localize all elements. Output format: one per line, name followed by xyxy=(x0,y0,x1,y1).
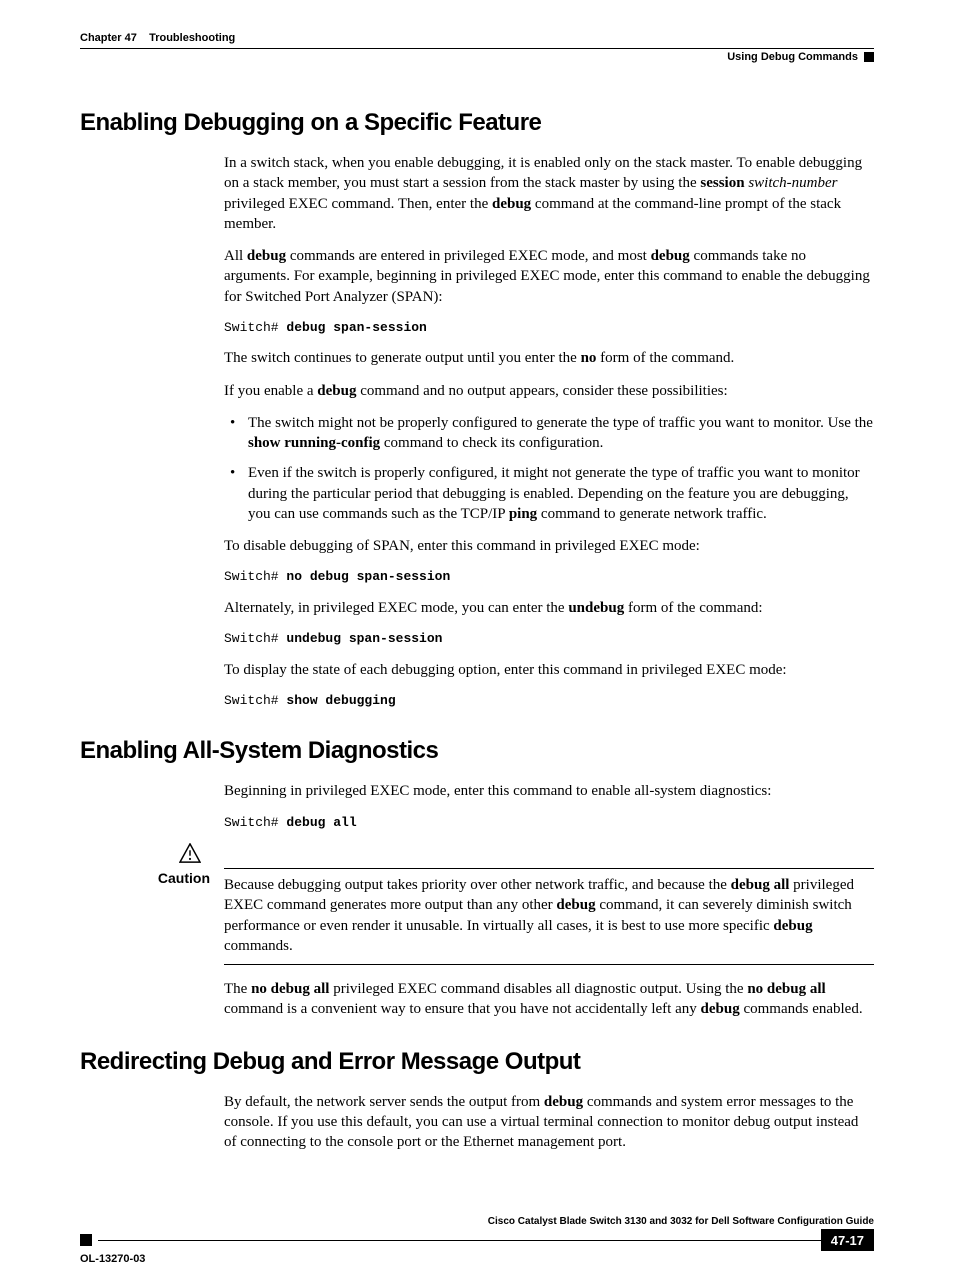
para: To display the state of each debugging o… xyxy=(224,660,874,680)
bullet-list: The switch might not be properly configu… xyxy=(224,413,874,524)
para: By default, the network server sends the… xyxy=(224,1092,874,1153)
header-sub: Using Debug Commands xyxy=(80,51,874,63)
footer-bar: 47-17 xyxy=(80,1229,874,1251)
list-item: Even if the switch is properly configure… xyxy=(224,463,874,524)
footer-square-icon xyxy=(80,1234,92,1246)
para: To disable debugging of SPAN, enter this… xyxy=(224,536,874,556)
section-heading-3: Redirecting Debug and Error Message Outp… xyxy=(80,1048,874,1076)
section-heading-1: Enabling Debugging on a Specific Feature xyxy=(80,109,874,137)
header-rule xyxy=(80,48,874,49)
section-2-body: Beginning in privileged EXEC mode, enter… xyxy=(224,781,874,831)
caution-text: Because debugging output takes priority … xyxy=(224,868,874,965)
para: If you enable a debug command and no out… xyxy=(224,381,874,401)
section-heading-2: Enabling All-System Diagnostics xyxy=(80,737,874,765)
para: The switch continues to generate output … xyxy=(224,348,874,368)
footer-rule xyxy=(98,1240,821,1241)
header-square-icon xyxy=(864,52,874,62)
section-1-body: In a switch stack, when you enable debug… xyxy=(224,153,874,709)
warning-triangle-icon xyxy=(179,843,201,863)
chapter-label: Chapter 47 Troubleshooting xyxy=(80,32,235,44)
para: In a switch stack, when you enable debug… xyxy=(224,153,874,234)
para: All debug commands are entered in privil… xyxy=(224,246,874,307)
footer-product: Cisco Catalyst Blade Switch 3130 and 303… xyxy=(80,1216,874,1227)
code-line: Switch# no debug span-session xyxy=(224,568,874,586)
caution-block: Caution Because debugging output takes p… xyxy=(80,868,874,965)
subheader-text: Using Debug Commands xyxy=(727,51,858,63)
section-3-body: By default, the network server sends the… xyxy=(224,1092,874,1153)
list-item: The switch might not be properly configu… xyxy=(224,413,874,454)
header-top: Chapter 47 Troubleshooting xyxy=(80,32,874,44)
page: Chapter 47 Troubleshooting Using Debug C… xyxy=(0,0,954,1285)
para: Alternately, in privileged EXEC mode, yo… xyxy=(224,598,874,618)
code-line: Switch# debug span-session xyxy=(224,319,874,337)
page-footer: Cisco Catalyst Blade Switch 3130 and 303… xyxy=(80,1216,874,1265)
code-line: Switch# debug all xyxy=(224,814,874,832)
para: Beginning in privileged EXEC mode, enter… xyxy=(224,781,874,801)
para: The no debug all privileged EXEC command… xyxy=(224,979,874,1020)
caution-icon-row xyxy=(80,843,874,868)
code-line: Switch# undebug span-session xyxy=(224,630,874,648)
caution-label: Caution xyxy=(80,870,210,886)
code-line: Switch# show debugging xyxy=(224,692,874,710)
footer-doc-id: OL-13270-03 xyxy=(80,1253,874,1265)
section-2-body-cont: The no debug all privileged EXEC command… xyxy=(224,979,874,1020)
page-number: 47-17 xyxy=(821,1229,874,1251)
